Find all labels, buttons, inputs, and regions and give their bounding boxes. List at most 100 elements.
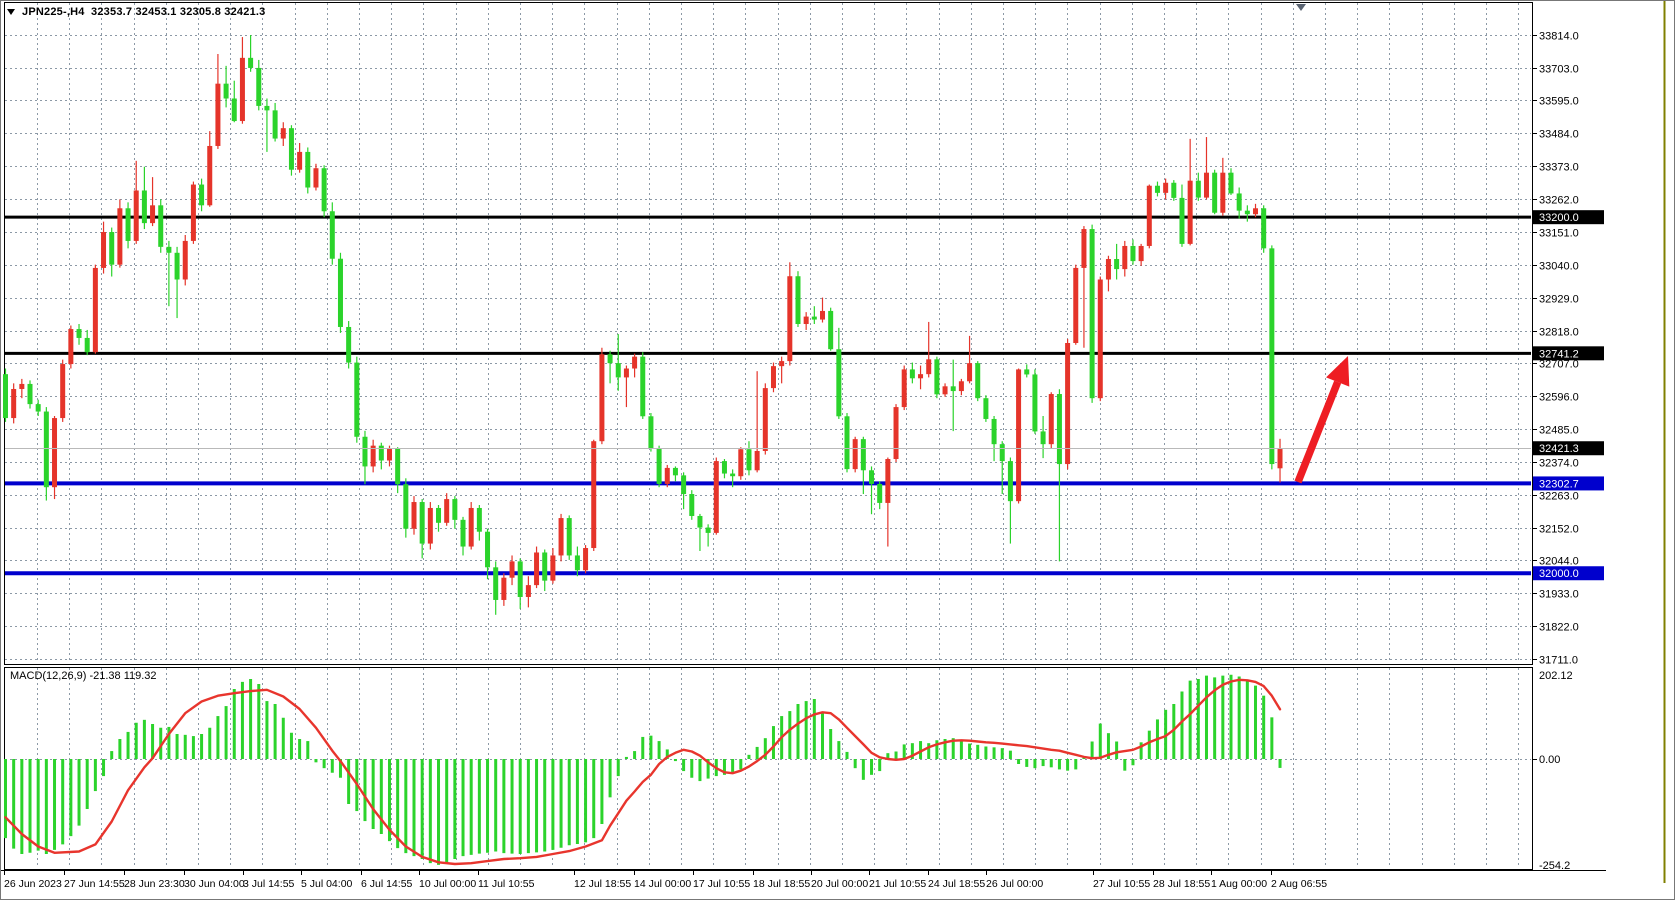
candle	[313, 168, 319, 188]
candle	[460, 519, 466, 547]
candle	[1089, 229, 1095, 399]
candle	[811, 316, 817, 320]
candle	[591, 441, 597, 549]
chart-shift-marker-icon[interactable]	[1296, 4, 1306, 11]
time-tick-label: 3 Jul 14:55	[243, 878, 295, 890]
candle	[1130, 245, 1136, 262]
symbol-dropdown-icon[interactable]	[7, 8, 15, 15]
candle	[869, 470, 875, 484]
time-tick-label: 20 Jul 00:00	[811, 878, 868, 890]
candle	[248, 57, 254, 68]
candle	[109, 232, 115, 265]
price-grid-label: 32044.0	[1539, 556, 1579, 568]
candle	[730, 473, 736, 477]
candle	[1122, 245, 1128, 270]
candle	[721, 461, 727, 474]
candle	[1203, 172, 1209, 198]
candle	[713, 461, 719, 533]
candle	[558, 518, 564, 556]
time-tick-label: 30 Jun 04:00	[184, 878, 245, 890]
candle	[272, 110, 278, 139]
candle	[664, 467, 670, 484]
time-tick-label: 24 Jul 18:55	[928, 878, 985, 890]
candle	[885, 459, 891, 503]
candle	[427, 507, 433, 544]
candle	[893, 407, 899, 460]
price-grid-label: 33151.0	[1539, 228, 1579, 240]
candle	[288, 128, 294, 170]
candle	[27, 383, 33, 405]
candle	[346, 326, 352, 363]
candle	[35, 404, 41, 412]
candle	[525, 585, 531, 597]
candle	[746, 449, 752, 471]
candle	[1056, 394, 1062, 465]
candle	[542, 552, 548, 581]
candle	[231, 98, 237, 122]
candle	[117, 208, 123, 265]
candle	[485, 531, 491, 568]
candle	[297, 151, 303, 170]
candle	[264, 105, 270, 111]
candle	[820, 310, 825, 320]
time-tick-label: 12 Jul 18:55	[574, 878, 631, 890]
candle	[999, 444, 1005, 462]
candle	[787, 276, 793, 362]
trend-arrow-head[interactable]	[1326, 356, 1350, 387]
price-level-label-box	[1533, 476, 1604, 491]
candle	[125, 208, 131, 241]
candle	[877, 483, 883, 503]
candle	[1007, 461, 1013, 502]
candle	[583, 548, 589, 571]
candle	[19, 383, 25, 389]
candle	[141, 190, 147, 224]
candle	[918, 374, 924, 379]
candle	[1269, 248, 1275, 465]
candle	[656, 448, 662, 484]
candle	[305, 151, 311, 188]
candle	[101, 232, 107, 268]
macd-indicator-label: MACD(12,26,9) -21.38 119.32	[10, 670, 157, 682]
candle	[599, 354, 605, 442]
candle	[640, 356, 646, 417]
trend-arrow-shaft[interactable]	[1294, 380, 1342, 484]
candle	[436, 507, 442, 523]
candle	[1073, 267, 1079, 343]
time-tick-label: 17 Jul 10:55	[693, 878, 750, 890]
candle	[975, 363, 981, 399]
price-grid-label: 32929.0	[1539, 294, 1579, 306]
macd-signal-line	[4, 678, 1282, 866]
candle	[468, 507, 474, 547]
price-grid-label: 32707.0	[1539, 359, 1579, 371]
candle	[444, 499, 450, 523]
candle	[983, 398, 989, 419]
candle	[1105, 259, 1111, 280]
macd-axis-label: 202.12	[1539, 670, 1573, 682]
candle	[395, 448, 401, 485]
price-grid-label: 33040.0	[1539, 261, 1579, 273]
candle	[860, 439, 866, 471]
time-tick-label: 26 Jul 00:00	[986, 878, 1043, 890]
candle	[321, 168, 327, 212]
candle	[779, 361, 785, 367]
candle	[803, 316, 809, 325]
candle	[403, 484, 409, 529]
candle	[199, 184, 205, 206]
candle	[574, 555, 580, 571]
candle	[950, 386, 956, 392]
candle	[672, 467, 678, 476]
candle	[501, 577, 507, 600]
candle	[150, 205, 156, 224]
candle	[1048, 394, 1054, 445]
price-grid-label: 32263.0	[1539, 491, 1579, 503]
price-level-label-box	[1533, 566, 1604, 581]
price-level-label: 32302.7	[1539, 478, 1579, 490]
symbol-ohlc-readout: JPN225-,H4 32353.7 32453.1 32305.8 32421…	[22, 5, 266, 18]
candle	[1163, 182, 1169, 193]
time-tick-label: 2 Aug 06:55	[1271, 878, 1327, 890]
candle	[1016, 369, 1022, 502]
price-grid-label: 31933.0	[1539, 589, 1579, 601]
